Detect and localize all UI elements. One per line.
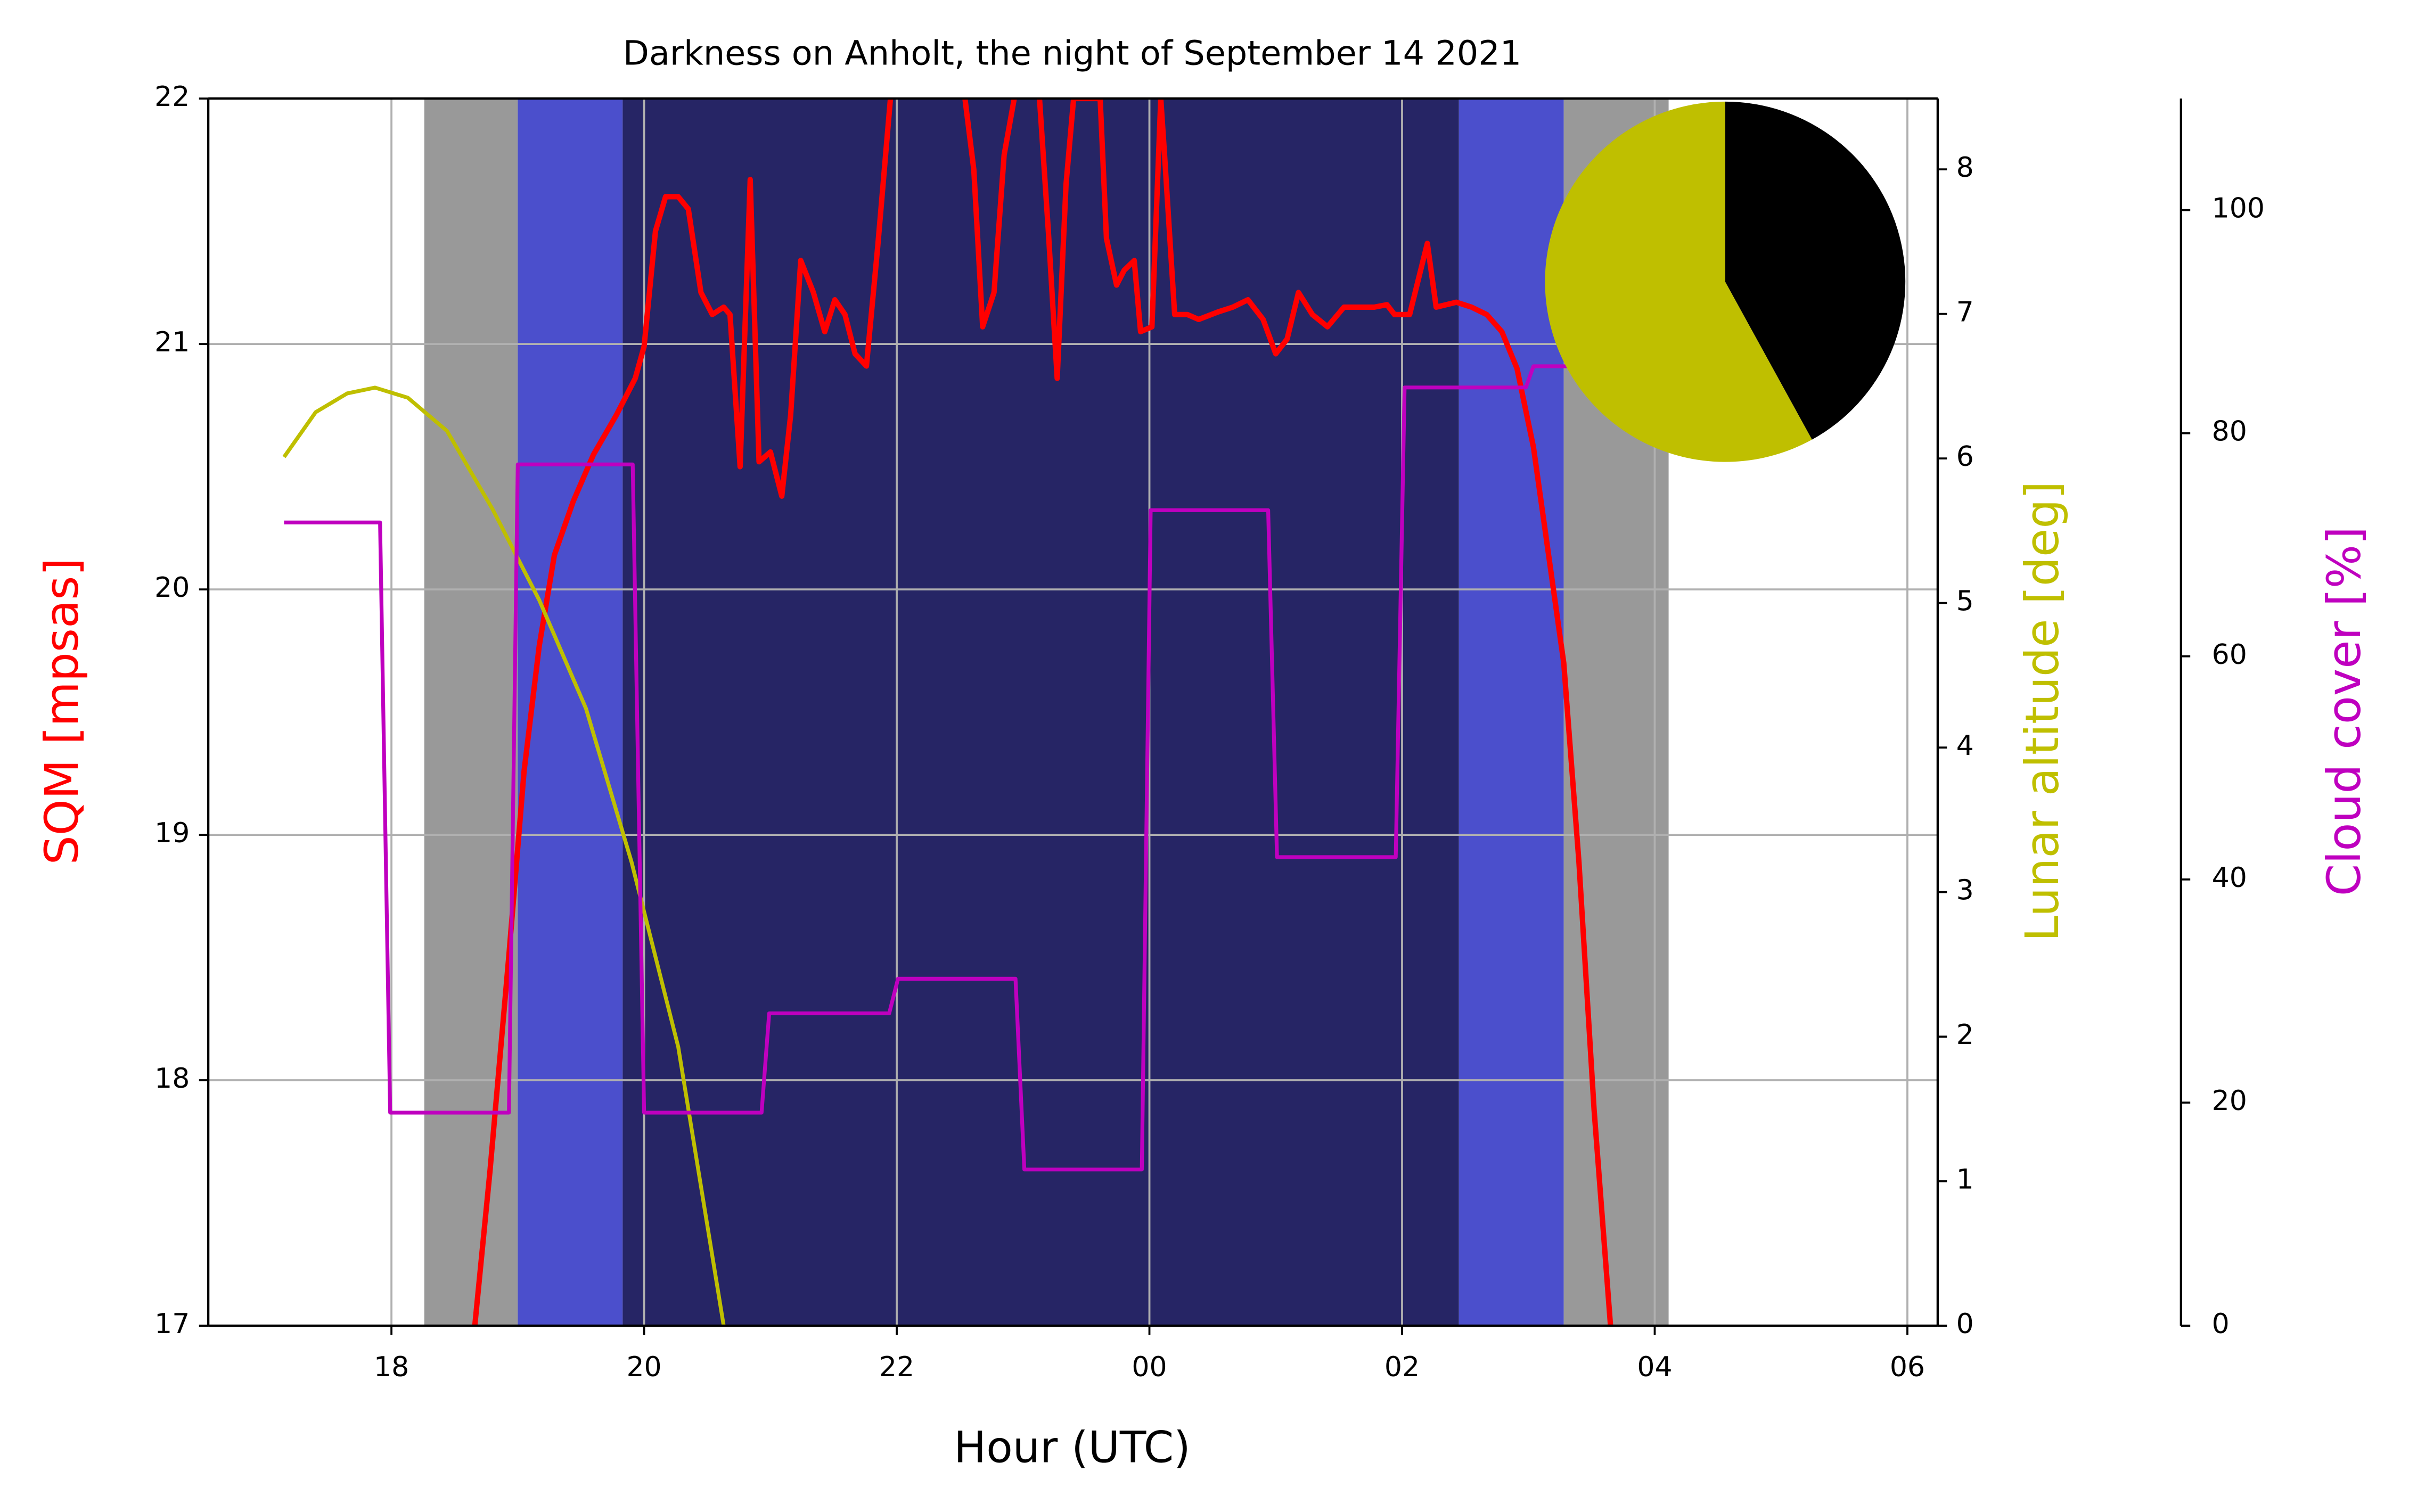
y2-tick-label: 1 <box>1956 1164 1974 1196</box>
y3-tick-label: 100 <box>2212 193 2265 225</box>
y-tick-label: 17 <box>154 1308 190 1340</box>
x-tick-label: 20 <box>626 1351 661 1383</box>
y-axis-label: SQM [mpsas] <box>35 558 89 865</box>
x-tick-label: 06 <box>1890 1351 1925 1383</box>
y3-tick-label: 40 <box>2212 862 2247 894</box>
y-tick-label: 21 <box>154 326 190 358</box>
chart-title: Darkness on Anholt, the night of Septemb… <box>623 34 1521 73</box>
x-tick-label: 04 <box>1637 1351 1672 1383</box>
series-line <box>472 98 1613 1326</box>
series-line <box>284 364 1587 1172</box>
y2-tick-label: 5 <box>1956 586 1974 618</box>
lines <box>282 98 1613 1326</box>
y2-axis-label: Lunar altitude [deg] <box>2015 481 2069 942</box>
y-tick-label: 22 <box>154 81 190 113</box>
x-tick-label: 18 <box>374 1351 409 1383</box>
y2-tick-label: 6 <box>1956 441 1974 473</box>
x-tick-label: 02 <box>1384 1351 1420 1383</box>
y2-tick-label: 7 <box>1956 297 1974 328</box>
x-axis-label: Hour (UTC) <box>954 1423 1190 1473</box>
y3-tick-label: 0 <box>2212 1308 2230 1340</box>
axes: 18 20 22 00 02 04 0617181920212201234567802040… <box>154 81 2265 1383</box>
y2-tick-label: 2 <box>1956 1019 1974 1051</box>
y3-axis-label: Cloud cover [%] <box>2317 527 2371 896</box>
y2-tick-label: 8 <box>1956 152 1974 184</box>
y-tick-label: 20 <box>154 572 190 604</box>
y-tick-label: 18 <box>154 1063 190 1095</box>
y3-tick-label: 20 <box>2212 1085 2247 1117</box>
y3-tick-label: 60 <box>2212 639 2247 671</box>
pie-wedge <box>1545 101 1812 462</box>
y-tick-label: 19 <box>154 817 190 849</box>
pie-wedge <box>1725 101 1906 440</box>
twilight-band <box>518 98 623 1326</box>
twilight-band <box>622 98 1459 1326</box>
y3-tick-label: 80 <box>2212 416 2247 448</box>
twilight-band <box>424 98 518 1326</box>
y2-tick-label: 3 <box>1956 875 1974 907</box>
bands <box>424 98 1669 1326</box>
moon-pie <box>1545 101 1906 462</box>
y2-tick-label: 0 <box>1956 1308 1974 1340</box>
x-tick-label: 00 <box>1132 1351 1167 1383</box>
x-tick-label: 22 <box>879 1351 914 1383</box>
y2-tick-label: 4 <box>1956 730 1974 762</box>
